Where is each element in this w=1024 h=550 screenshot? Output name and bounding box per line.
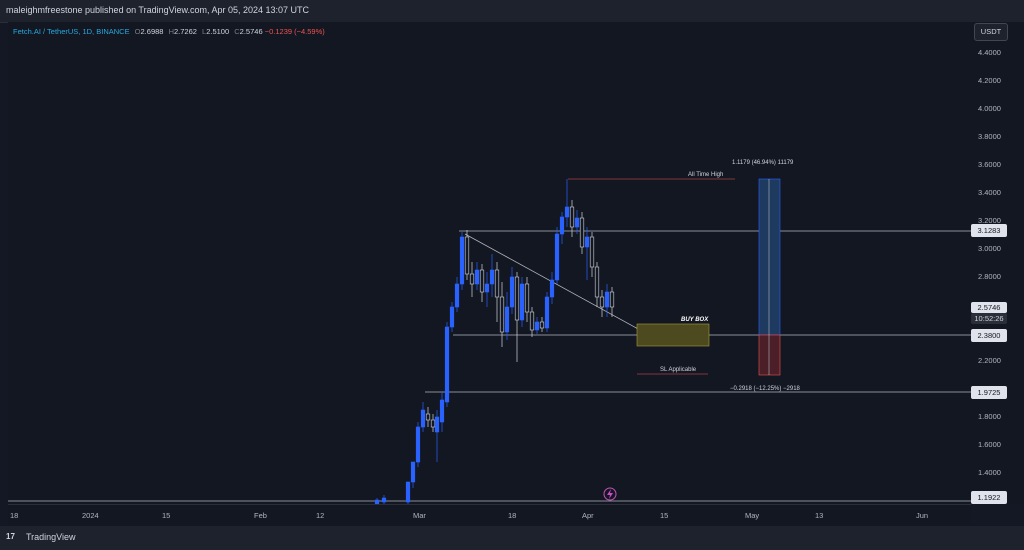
candle <box>434 416 440 433</box>
time-tick: Jun <box>916 511 929 520</box>
price-tick: 4.2000 <box>978 76 1001 85</box>
candle <box>584 236 590 248</box>
time-tick: 18 <box>508 511 517 520</box>
candle <box>494 269 500 298</box>
stop-zone <box>758 334 781 376</box>
chart-canvas[interactable]: All Time High BUY BOX SL Applicable 1.11… <box>8 22 971 504</box>
candle <box>549 279 555 298</box>
price-tag-current: 2.5746 <box>971 302 1007 313</box>
price-axis[interactable] <box>971 22 1024 504</box>
candle <box>514 276 520 321</box>
candle <box>604 291 610 308</box>
time-tick: Mar <box>413 511 426 520</box>
ath-label: All Time High <box>688 172 723 178</box>
time-tick: Feb <box>254 511 267 520</box>
candle <box>559 216 565 235</box>
time-tick: May <box>745 511 760 520</box>
candle <box>579 217 585 248</box>
price-tick: 2.8000 <box>978 272 1001 281</box>
price-tick: 3.8000 <box>978 132 1001 141</box>
candle <box>524 283 530 313</box>
candles <box>374 179 615 504</box>
time-tick: 15 <box>162 511 171 520</box>
candle <box>469 273 475 285</box>
price-tick: 3.4000 <box>978 188 1001 197</box>
candle <box>609 291 615 308</box>
chart-pane[interactable]: All Time High BUY BOX SL Applicable 1.11… <box>8 22 972 504</box>
change-value: −0.1239 (−4.59%) <box>264 27 325 36</box>
candle <box>474 269 480 285</box>
candle <box>554 233 560 281</box>
candle <box>574 217 580 228</box>
symbol-name[interactable]: Fetch.AI / TetherUS, 1D, BINANCE <box>13 27 130 36</box>
candle <box>405 481 411 503</box>
candle <box>569 206 575 228</box>
price-tag-resistance: 3.1283 <box>971 224 1007 237</box>
candle <box>444 326 450 403</box>
candle <box>599 296 605 308</box>
chart-legend: Fetch.AI / TetherUS, 1D, BINANCE O2.6988… <box>13 27 325 36</box>
candle <box>589 236 595 268</box>
candle <box>509 276 515 308</box>
price-tick: 4.4000 <box>978 48 1001 57</box>
candle <box>519 283 525 321</box>
candle <box>504 306 510 333</box>
target-info: 1.1179 (46.94%) 11179 <box>732 160 794 166</box>
brand-name: TradingView <box>26 532 76 542</box>
candle <box>544 296 550 329</box>
price-tag-buy: 2.3800 <box>971 329 1007 342</box>
top-bar: maleighmfreestone published on TradingVi… <box>0 0 1024 23</box>
candle <box>459 236 465 285</box>
price-tick: 3.6000 <box>978 160 1001 169</box>
candle <box>484 283 490 293</box>
candle <box>415 426 421 463</box>
candle <box>410 461 416 483</box>
price-tick: 2.2000 <box>978 356 1001 365</box>
candle <box>499 296 505 333</box>
price-tag-bottom: 1.1922 <box>971 491 1007 504</box>
candle <box>439 399 445 423</box>
candle <box>539 321 545 329</box>
candle <box>381 497 387 503</box>
price-tick: 1.4000 <box>978 468 1001 477</box>
time-tick: 18 <box>10 511 19 520</box>
tradingview-logo-icon: 17 <box>6 532 15 541</box>
candle <box>374 499 380 504</box>
price-tag-sl: 1.9725 <box>971 386 1007 399</box>
time-tick: 2024 <box>82 511 99 520</box>
buy-box <box>636 323 710 347</box>
stop-info: −0.2918 (−12.25%) −2918 <box>730 386 801 392</box>
candle <box>594 266 600 298</box>
candle <box>449 306 455 328</box>
sl-label: SL Applicable <box>660 367 697 373</box>
currency-button[interactable]: USDT <box>974 23 1008 41</box>
price-tick: 3.2000 <box>978 216 1001 225</box>
price-tick: 1.6000 <box>978 440 1001 449</box>
target-zone <box>758 178 781 336</box>
candle <box>425 413 431 421</box>
candle <box>420 409 426 428</box>
lightning-icon <box>603 487 617 501</box>
candle <box>489 269 495 285</box>
candle <box>534 321 540 331</box>
price-tick: 3.0000 <box>978 244 1001 253</box>
footer: 17 TradingView <box>0 526 1024 550</box>
time-tick: 15 <box>660 511 669 520</box>
publish-info: maleighmfreestone published on TradingVi… <box>6 5 310 15</box>
candle <box>464 236 470 275</box>
candle <box>564 206 570 218</box>
time-axis[interactable] <box>8 504 971 527</box>
time-tick: 13 <box>815 511 824 520</box>
price-tick: 1.8000 <box>978 412 1001 421</box>
candle <box>430 419 436 428</box>
candle <box>454 283 460 308</box>
price-tag-countdown: 10:52:26 <box>971 313 1007 324</box>
time-tick: 12 <box>316 511 325 520</box>
price-tick: 4.0000 <box>978 104 1001 113</box>
buy-box-label: BUY BOX <box>681 317 709 323</box>
time-tick: Apr <box>582 511 594 520</box>
candle <box>479 269 485 293</box>
candle <box>529 311 535 331</box>
